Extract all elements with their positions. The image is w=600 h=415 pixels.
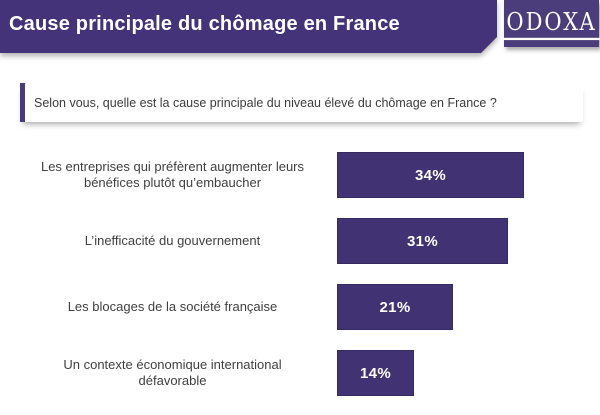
category-label: Un contexte économique international déf… [20,357,325,390]
value-label: 21% [379,298,411,316]
title-banner: Cause principale du chômage en France [0,0,497,53]
value-label: 34% [415,166,446,184]
category-label-text: Les blocages de la société française [67,298,278,314]
value-label: 31% [407,232,438,250]
chart-row: Les entreprises qui préfèrent augmenter … [20,152,580,198]
bar-government: 31% [337,218,508,264]
odoxa-logo: ODOXA [503,0,600,47]
chart-row: L’inefficacité du gouvernement 31% [20,218,580,264]
bar-companies: 34% [337,152,524,198]
bar-chart: Les entreprises qui préfèrent augmenter … [20,152,580,396]
question-text: Selon vous, quelle est la cause principa… [34,95,497,110]
chart-row: Les blocages de la société française 21% [20,284,580,330]
value-label: 14% [360,364,391,382]
category-label: Les entreprises qui préfèrent augmenter … [20,159,325,192]
odoxa-logo-text: ODOXA [503,7,600,40]
category-label-text: L’inefficacité du gouvernement [84,232,261,248]
bar-international: 14% [337,350,414,396]
category-label-text: Un contexte économique international déf… [63,356,282,388]
category-label: L’inefficacité du gouvernement [20,233,325,249]
title-banner-shape: Cause principale du chômage en France [0,0,497,53]
page-title: Cause principale du chômage en France [9,13,400,35]
bar-society: 21% [337,284,453,330]
chart-row: Un contexte économique international déf… [20,350,580,396]
question-accent-bar [20,83,25,122]
category-label: Les blocages de la société française [20,299,325,315]
category-label-text: Les entreprises qui préfèrent augmenter … [40,158,305,190]
question-box: Selon vous, quelle est la cause principa… [20,83,583,122]
